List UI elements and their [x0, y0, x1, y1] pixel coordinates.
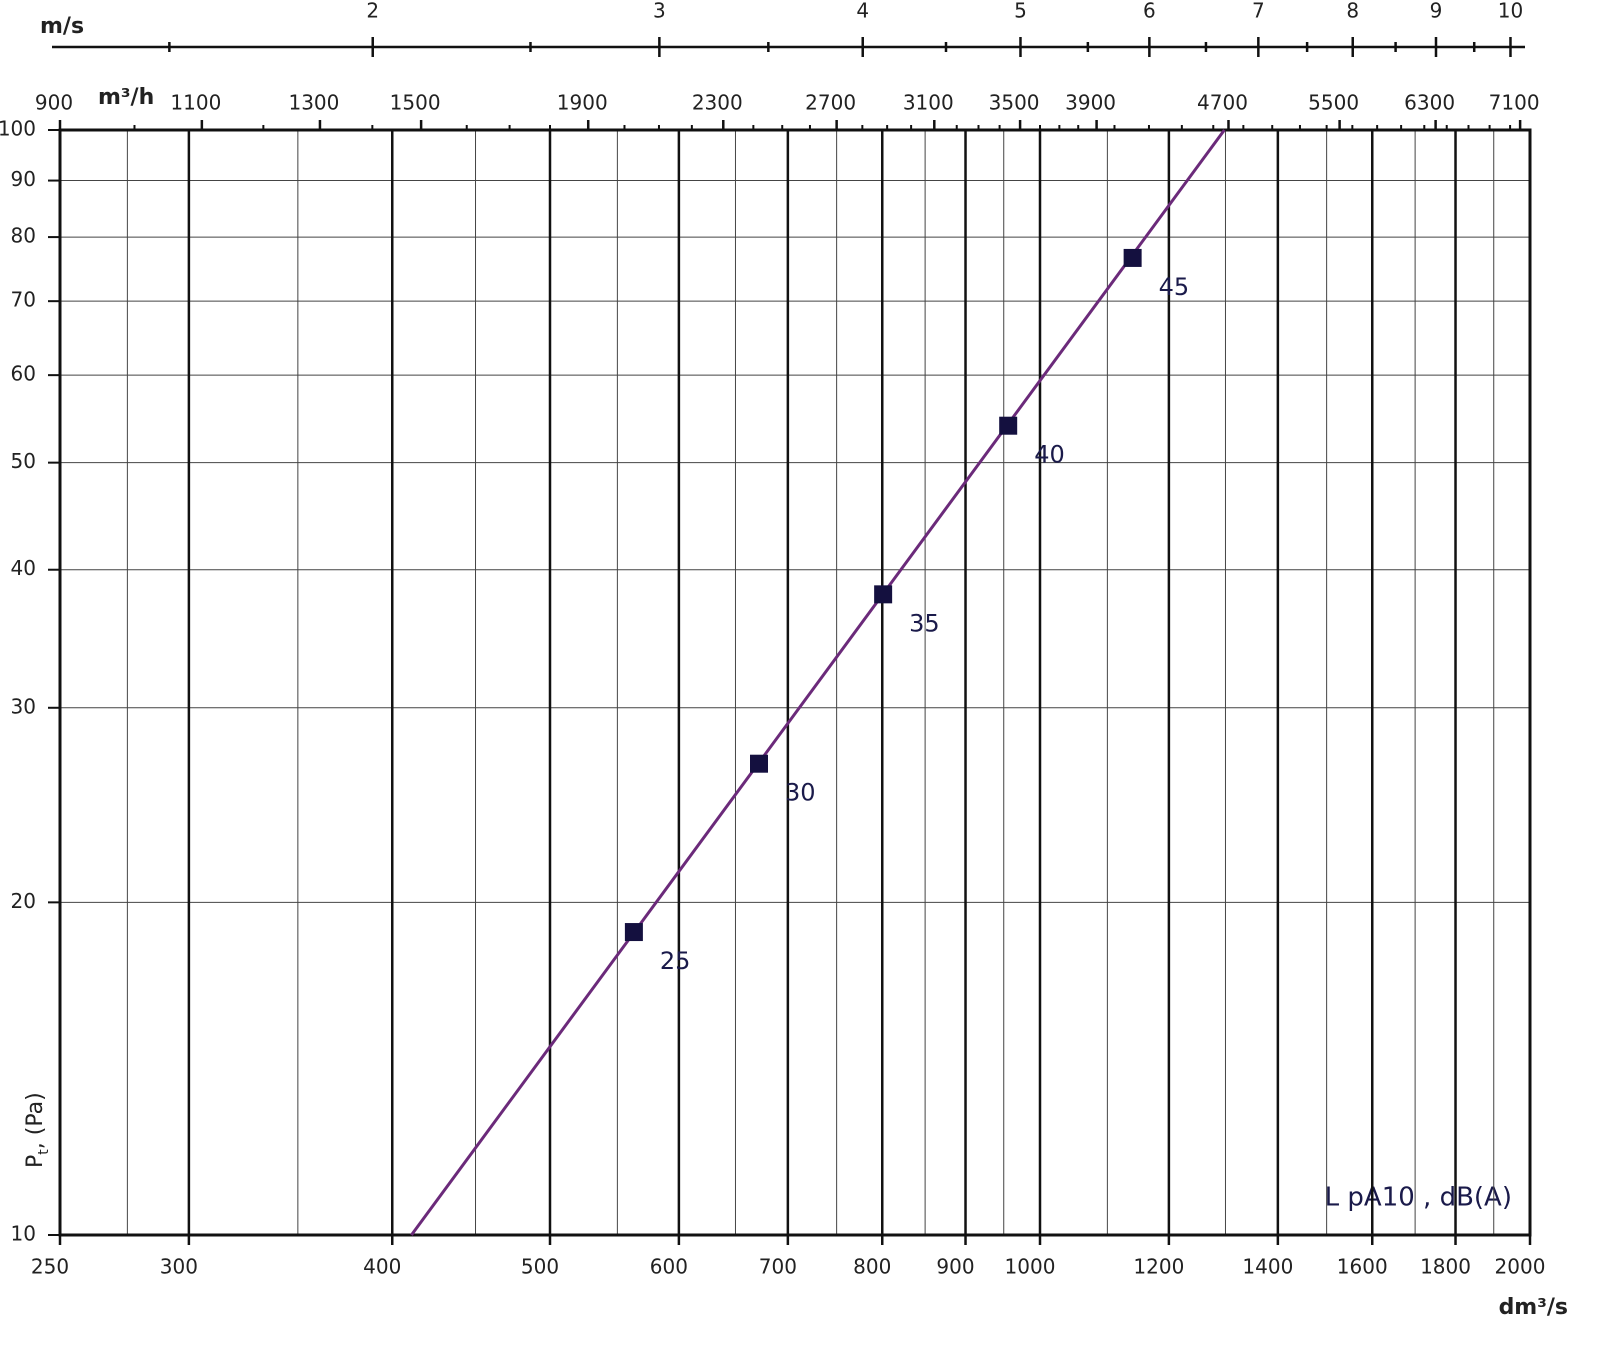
velocity-tick-label: 4 [856, 0, 869, 23]
x-tick-label: 1600 [1337, 1255, 1388, 1279]
x-tick-label: 1200 [1133, 1255, 1184, 1279]
velocity-tick-label: 2 [366, 0, 379, 23]
flow-unit: m³/h [98, 85, 154, 110]
x-tick-label: 600 [650, 1255, 688, 1279]
x-tick-label: 900 [936, 1255, 974, 1279]
y-tick-label: 10 [11, 1222, 36, 1246]
velocity-tick-label: 3 [653, 0, 666, 23]
top-flow-tick-label: 1900 [557, 91, 608, 115]
x-tick-label: 500 [521, 1255, 559, 1279]
x-tick-label: 1000 [1005, 1255, 1056, 1279]
top-flow-tick-label: 1100 [170, 91, 221, 115]
plot-frame [58, 128, 1532, 1237]
top-flow-tick-label: 2700 [805, 91, 856, 115]
velocity-tick-label: 5 [1014, 0, 1027, 23]
velocity-tick-label: 8 [1346, 0, 1359, 23]
top-flow-tick-label: 1300 [288, 91, 339, 115]
y-label-rest: , (Pa) [23, 1092, 48, 1149]
x-tick-label: 700 [759, 1255, 797, 1279]
operating-point [750, 754, 769, 773]
velocity-tick-label: 6 [1143, 0, 1156, 23]
x-tick-label: 300 [160, 1255, 198, 1279]
pressure-line [410, 129, 1226, 1236]
y-tick-label: 60 [11, 362, 36, 386]
x-tick-label: 1800 [1420, 1255, 1471, 1279]
velocity-tick-label: 7 [1252, 0, 1265, 23]
point-label: 45 [1159, 273, 1190, 301]
x-tick-label: 2000 [1495, 1255, 1546, 1279]
x-tick-label: 1400 [1242, 1255, 1293, 1279]
top-flow-tick-label: 900 [35, 91, 73, 115]
y-label-sub: t [36, 1149, 52, 1155]
x-tick-label: 250 [31, 1255, 69, 1279]
velocity-tick-label: 9 [1430, 0, 1443, 23]
point-label: 35 [909, 609, 940, 637]
operating-point [1123, 248, 1142, 267]
top-flow-tick-label: 1500 [390, 91, 441, 115]
y-tick-label: 40 [11, 556, 36, 580]
y-tick-label: 80 [11, 224, 36, 248]
y-tick-label: 50 [11, 449, 36, 473]
y-tick-label: 20 [11, 889, 36, 913]
top-flow-tick-label: 4700 [1197, 91, 1248, 115]
operating-point [624, 923, 643, 942]
y-tick-label: 30 [11, 694, 36, 718]
velocity-unit: m/s [40, 14, 84, 39]
top-flow-tick-label: 5500 [1308, 91, 1359, 115]
top-flow-tick-label: 7100 [1489, 91, 1540, 115]
y-tick-label: 70 [11, 288, 36, 312]
annotation: L pA10 , dB(A) [1325, 1183, 1512, 1213]
x-axis-label: dm³/s [1499, 1295, 1568, 1320]
y-tick-label: 90 [11, 167, 36, 191]
point-label: 25 [660, 947, 691, 975]
top-flow-tick-label: 3500 [989, 91, 1040, 115]
x-tick-label: 400 [363, 1255, 401, 1279]
operating-point [999, 416, 1018, 435]
point-label: 40 [1034, 441, 1065, 469]
y-label-main: P [23, 1155, 48, 1168]
top-flow-tick-label: 2300 [692, 91, 743, 115]
operating-point [874, 585, 893, 604]
y-axis-label: Pt, (Pa) [23, 1092, 52, 1168]
x-tick-label: 800 [853, 1255, 891, 1279]
top-flow-tick-label: 3100 [903, 91, 954, 115]
velocity-tick-label: 10 [1498, 0, 1523, 23]
point-label: 30 [785, 779, 816, 807]
y-tick-label: 100 [0, 117, 36, 141]
top-flow-tick-label: 6300 [1404, 91, 1455, 115]
top-flow-tick-label: 3900 [1065, 91, 1116, 115]
